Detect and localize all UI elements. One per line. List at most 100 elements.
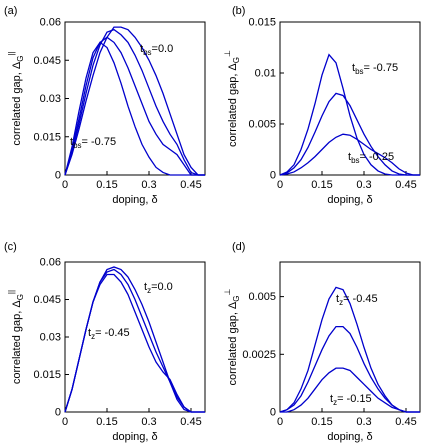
x-tick-label: 0.45 (395, 179, 416, 191)
annotation-base: t (336, 293, 339, 305)
annotation: tbs= -0.75 (70, 136, 116, 150)
curve (64, 266, 205, 413)
y-axis-label: correlated gap, ΔG⊥ (223, 288, 241, 385)
x-axis-label: doping, δ (112, 431, 157, 443)
annotation-rest: =0.0 (152, 43, 174, 55)
plot-frame (279, 261, 421, 413)
panel-label: (d) (232, 241, 245, 253)
y-tick-label: 0 (270, 170, 276, 182)
annotation-sub: z (339, 298, 343, 307)
y-axis-label-text: correlated gap, Δ (227, 301, 239, 385)
y-tick-label: 0 (270, 407, 276, 419)
y-axis-label-sup: || (7, 290, 16, 294)
x-tick-label: 0.15 (311, 179, 332, 191)
y-axis-label-text: correlated gap, Δ (11, 300, 23, 384)
annotation-rest: = -0.75 (364, 62, 399, 74)
annotation-sub: bs (351, 156, 359, 165)
annotation: tz= -0.45 (88, 327, 130, 341)
annotation-base: t (348, 151, 351, 163)
y-tick-label: 0.0025 (242, 349, 276, 361)
annotation-base: t (352, 62, 355, 74)
panel-label: (c) (4, 241, 17, 253)
y-tick-label: 0.045 (33, 294, 61, 306)
annotation-sub: bs (143, 48, 151, 57)
annotation-rest: =0.0 (151, 281, 173, 293)
y-tick-label: 0.03 (40, 332, 61, 344)
y-axis-label-sub: G (16, 294, 25, 300)
annotation-rest: = -0.15 (337, 393, 372, 405)
annotation-rest: = -0.45 (343, 293, 378, 305)
annotation-base: t (88, 327, 91, 339)
annotation-sub: z (147, 286, 151, 295)
curve (64, 26, 205, 176)
x-tick-label: 0 (62, 179, 68, 191)
curve (279, 53, 420, 176)
y-axis-label-text: correlated gap, Δ (11, 61, 23, 145)
y-axis-label: correlated gap, ΔG|| (7, 51, 25, 145)
y-tick-label: 0 (55, 170, 61, 182)
x-tick-label: 0 (62, 416, 68, 428)
annotation-base: t (70, 136, 73, 148)
annotation-sub: z (91, 332, 95, 341)
y-tick-label: 0.015 (33, 131, 61, 143)
curve (64, 28, 205, 176)
panel-label: (a) (4, 5, 17, 17)
y-tick-label: 0.06 (40, 17, 61, 29)
curve (280, 367, 420, 413)
x-tick-label: 0.15 (311, 416, 332, 428)
plot-frame (279, 21, 421, 176)
plot-frame (64, 261, 206, 413)
curve (279, 133, 420, 176)
curve (64, 41, 205, 176)
annotation-sub: z (333, 398, 337, 407)
y-axis-label-sub: G (16, 56, 25, 62)
x-axis-label: doping, δ (327, 194, 372, 206)
y-tick-label: 0.015 (33, 369, 61, 381)
annotation: tz=0.0 (144, 281, 173, 295)
y-tick-label: 0.03 (40, 93, 61, 105)
x-tick-label: 0.3 (141, 416, 156, 428)
y-axis-label-sup: ⊥ (223, 50, 232, 57)
annotation-rest: = -0.45 (95, 327, 130, 339)
y-axis-label: correlated gap, ΔG⊥ (223, 50, 241, 147)
x-tick-label: 0.15 (96, 416, 117, 428)
y-tick-label: 0 (55, 407, 61, 419)
annotation: tbs= -0.25 (348, 151, 394, 165)
annotation: tbs=0.0 (140, 43, 173, 57)
y-axis-label-sup: || (7, 51, 16, 55)
y-tick-label: 0.015 (248, 17, 276, 29)
x-tick-label: 0.45 (395, 416, 416, 428)
curve (279, 92, 420, 176)
y-tick-label: 0.01 (255, 68, 276, 80)
x-axis-label: doping, δ (327, 431, 372, 443)
annotation-rest: = -0.75 (82, 136, 117, 148)
x-tick-label: 0 (277, 416, 283, 428)
curve (64, 36, 205, 176)
annotation-base: t (140, 43, 143, 55)
y-axis-label-sub: G (232, 295, 241, 301)
x-tick-label: 0.45 (180, 416, 201, 428)
x-tick-label: 0.3 (356, 179, 371, 191)
annotation: tbs= -0.75 (352, 62, 398, 76)
annotation-base: t (144, 281, 147, 293)
curve (64, 273, 205, 413)
y-axis-label: correlated gap, ΔG|| (7, 290, 25, 384)
annotation: tz= -0.45 (336, 293, 378, 307)
panel-label: (b) (232, 5, 245, 17)
y-tick-label: 0.005 (248, 119, 276, 131)
x-tick-label: 0.3 (356, 416, 371, 428)
x-axis-label: doping, δ (112, 194, 157, 206)
annotation-base: t (330, 393, 333, 405)
y-axis-label-sup: ⊥ (223, 288, 232, 295)
plot-frame (64, 21, 206, 176)
y-tick-label: 0.06 (40, 257, 61, 269)
x-tick-label: 0 (277, 179, 283, 191)
annotation-sub: bs (73, 141, 81, 150)
x-tick-label: 0.3 (141, 179, 156, 191)
annotation-rest: = -0.25 (360, 151, 395, 163)
y-tick-label: 0.045 (33, 55, 61, 67)
x-tick-label: 0.15 (96, 179, 117, 191)
annotation: tz= -0.15 (330, 393, 372, 407)
y-tick-label: 0.005 (248, 291, 276, 303)
